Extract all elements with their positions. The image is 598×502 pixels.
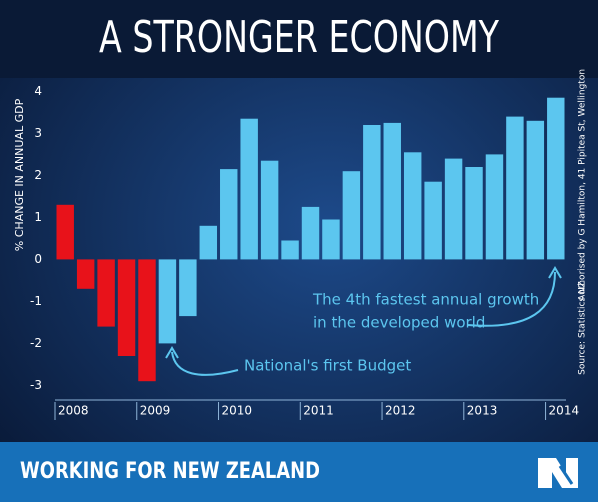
bar [403,152,422,260]
x-tick-label: 2008 [58,404,89,418]
x-tick-label: 2010 [222,404,253,418]
logo-stroke [558,465,574,485]
title-band [0,0,598,78]
x-tick-label: 2011 [303,404,334,418]
y-tick-label: -1 [30,294,42,308]
bar [76,259,95,289]
source: Source: Statistics NZ [578,281,588,375]
bar [138,259,156,382]
logo [538,458,578,488]
bar [56,204,74,260]
y-tick-label: -2 [30,336,42,350]
bar [526,120,545,260]
bar [485,154,504,260]
y-axis-label: % CHANGE IN ANNUAL GDP [13,98,26,251]
arrow [171,351,239,376]
bar [220,169,238,260]
y-tick-label: -3 [30,378,42,392]
arrow-head [165,346,179,359]
bar [424,181,442,260]
bar [158,259,177,344]
bar [281,240,299,260]
bar [240,118,258,260]
bar [199,225,218,260]
annotation: The 4th fastest annual growth [312,291,539,309]
y-tick-label: 2 [34,168,42,182]
bar [342,171,361,260]
bar [260,160,279,260]
bar [322,219,340,260]
x-tick-label: 2013 [467,404,498,418]
bar [179,259,197,317]
bar [97,259,115,327]
bar [506,116,524,260]
bar [465,167,483,260]
y-tick-label: 4 [34,84,42,98]
annotation: National's first Budget [244,357,411,375]
footer-band [0,442,598,502]
y-tick-label: 1 [34,210,42,224]
credit: Authorised by G Hamilton, 41 Pipitea St,… [578,69,588,301]
y-tick-label: 0 [34,252,42,266]
arrow-head [548,266,562,279]
bar [547,97,565,260]
bar [363,125,381,260]
x-tick-label: 2012 [385,404,416,418]
bar [383,122,401,260]
annotation: in the developed world [313,314,485,332]
bar [444,158,463,260]
x-tick-label: 2009 [140,404,171,418]
footer: WORKING FOR NEW ZEALAND [20,459,320,484]
chart-title: A STRONGER ECONOMY [99,12,499,63]
arrow [467,271,556,327]
x-tick-label: 2014 [549,404,580,418]
bar [117,259,136,356]
y-tick-label: 3 [34,126,42,140]
bar [301,206,320,260]
